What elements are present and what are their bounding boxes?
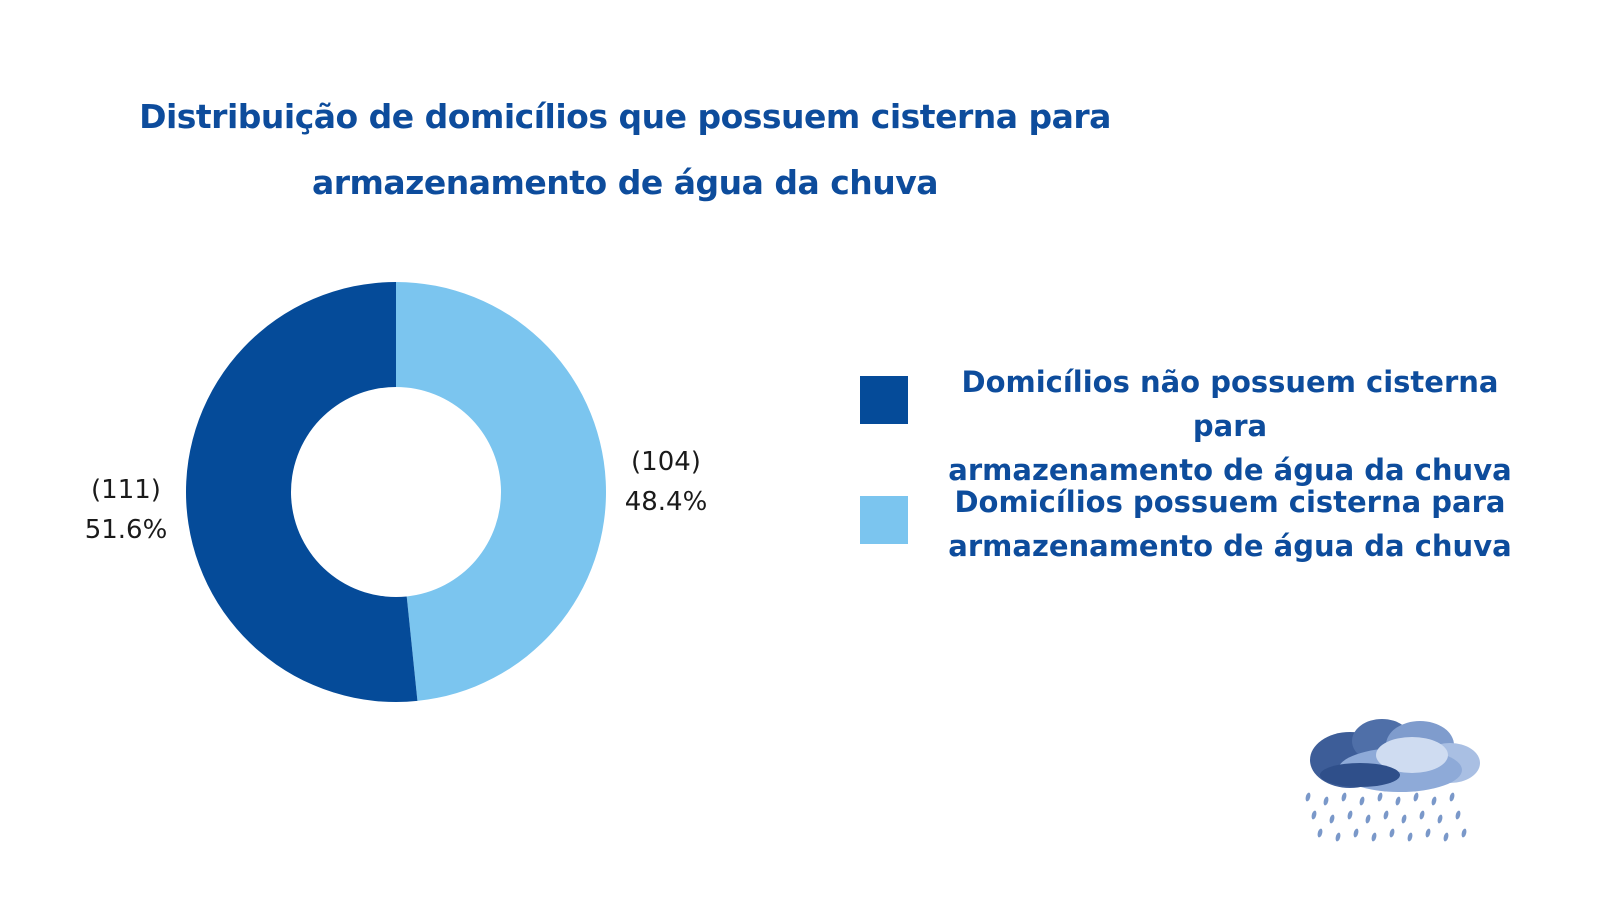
legend-label-has-cistern: Domicílios possuem cisterna para armazen…	[920, 480, 1540, 568]
raindrop	[1341, 792, 1347, 802]
raindrop	[1305, 792, 1311, 802]
raindrop	[1413, 792, 1419, 802]
raindrop	[1359, 796, 1365, 806]
raindrop	[1437, 814, 1443, 824]
legend: Domicílios não possuem cisterna para arm…	[860, 360, 1580, 600]
legend-label-no-cistern-line-1: Domicílios não possuem cisterna para	[961, 365, 1499, 443]
slice-has-cistern	[396, 282, 607, 701]
raindrop	[1395, 796, 1401, 806]
raindrops	[1305, 792, 1467, 842]
legend-label-has-cistern-line-1: Domicílios possuem cisterna para	[954, 485, 1506, 519]
raindrop	[1407, 832, 1413, 842]
raindrop	[1461, 828, 1467, 838]
data-label-count-has-cistern: (104)	[631, 447, 701, 477]
legend-label-has-cistern-line-2: armazenamento de água da chuva	[948, 529, 1512, 563]
data-label-count-no-cistern: (111)	[91, 475, 161, 505]
raindrop	[1389, 828, 1395, 838]
raindrop	[1371, 832, 1377, 842]
legend-swatch-has-cistern	[860, 496, 908, 544]
data-label-percent-no-cistern: 51.6%	[85, 515, 168, 545]
raindrop	[1347, 810, 1353, 820]
cloud-shape	[1310, 719, 1480, 792]
raindrop	[1317, 828, 1323, 838]
raindrop	[1425, 828, 1431, 838]
slice-no-cistern	[186, 282, 418, 702]
raindrop	[1311, 810, 1317, 820]
chart-title: Distribuição de domicílios que possuem c…	[60, 84, 1190, 216]
chart-title-line-1: Distribuição de domicílios que possuem c…	[139, 97, 1111, 136]
chart-title-line-2: armazenamento de água da chuva	[311, 163, 939, 202]
raindrop	[1329, 814, 1335, 824]
raindrop	[1365, 814, 1371, 824]
raindrop	[1419, 810, 1425, 820]
legend-swatch-no-cistern	[860, 376, 908, 424]
raindrop	[1353, 828, 1359, 838]
legend-item-has-cistern: Domicílios possuem cisterna para armazen…	[860, 480, 1580, 600]
rain-cloud-icon	[1305, 719, 1480, 842]
raindrop	[1401, 814, 1407, 824]
legend-label-no-cistern-line-2: armazenamento de água da chuva	[948, 453, 1512, 487]
data-label-percent-has-cistern: 48.4%	[625, 487, 708, 517]
raindrop	[1323, 796, 1329, 806]
legend-label-no-cistern: Domicílios não possuem cisterna para arm…	[920, 360, 1540, 492]
raindrop	[1455, 810, 1461, 820]
raindrop	[1449, 792, 1455, 802]
raindrop	[1377, 792, 1383, 802]
raindrop	[1335, 832, 1341, 842]
legend-item-no-cistern: Domicílios não possuem cisterna para arm…	[860, 360, 1580, 487]
raindrop	[1431, 796, 1437, 806]
raindrop	[1443, 832, 1449, 842]
raindrop	[1383, 810, 1389, 820]
